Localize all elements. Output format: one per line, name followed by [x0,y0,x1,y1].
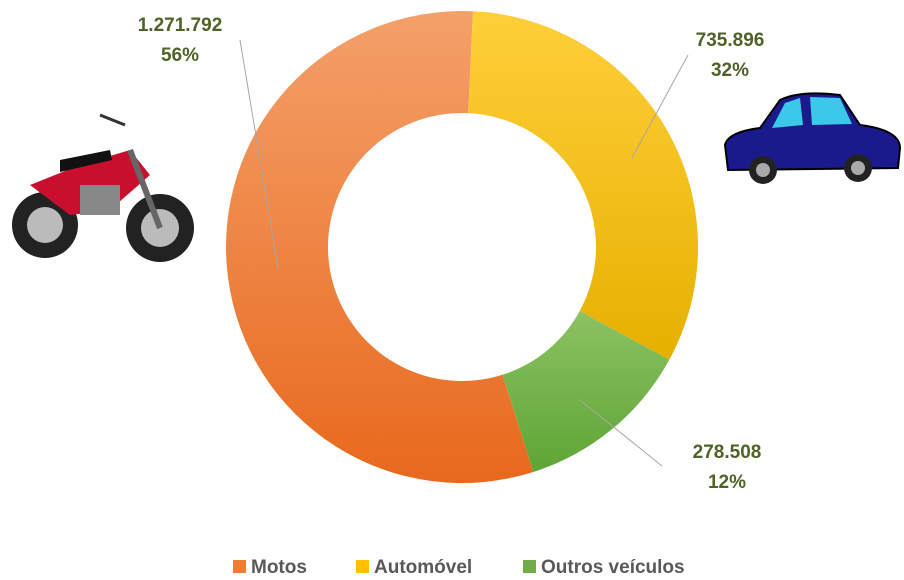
percent-label: 12% [708,472,746,493]
legend-swatch [523,560,536,573]
leader-line [579,399,663,467]
value-label: 1.271.792 [138,15,223,36]
legend-swatch [356,560,369,573]
donut-slice [468,11,698,360]
legend-label: Automóvel [374,557,472,578]
value-label: 278.508 [693,442,762,463]
motorcycle-image [12,113,194,262]
donut-slice [502,311,670,472]
leader-line [631,54,689,159]
percent-label: 32% [711,60,749,81]
legend-swatch [233,560,246,573]
legend-label: Motos [251,557,307,578]
legend-label: Outros veículos [541,557,685,578]
car-image [723,92,902,184]
value-label: 735.896 [696,30,765,51]
donut-slice [226,11,534,483]
leader-line [239,39,279,269]
percent-label: 56% [161,45,199,66]
